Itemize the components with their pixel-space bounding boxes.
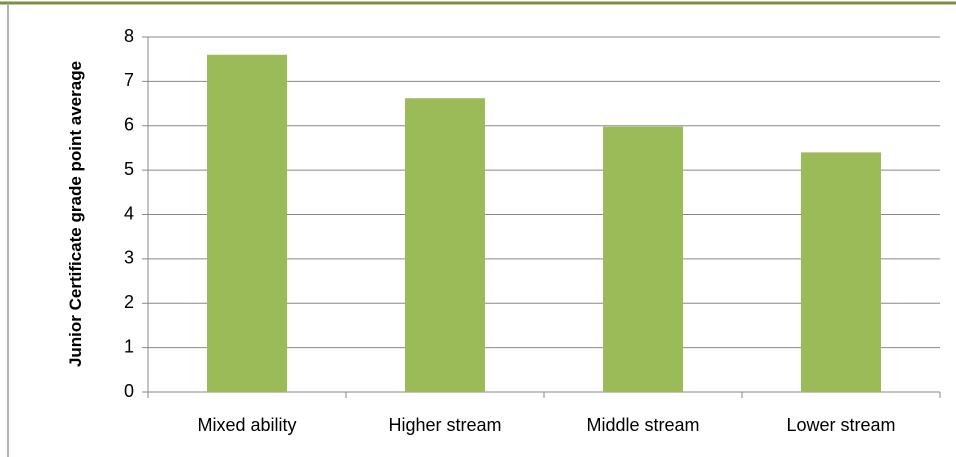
y-tick-label: 6 <box>124 115 134 135</box>
bar <box>207 54 287 392</box>
y-tick-label: 4 <box>124 203 134 223</box>
y-tick-label: 3 <box>124 248 134 268</box>
bar <box>405 98 485 393</box>
x-tick-label: Mixed ability <box>197 415 296 435</box>
y-tick-label: 8 <box>124 26 134 46</box>
y-axis-label: Junior Certificate grade point average <box>66 60 85 368</box>
y-tick-label: 2 <box>124 292 134 312</box>
y-tick-label: 5 <box>124 159 134 179</box>
y-tick-label: 7 <box>124 70 134 90</box>
bar <box>603 126 683 392</box>
y-tick-label: 1 <box>124 336 134 356</box>
x-tick-label: Middle stream <box>586 415 699 435</box>
y-tick-label: 0 <box>124 381 134 401</box>
x-tick-label: Higher stream <box>388 415 501 435</box>
bar <box>801 152 881 392</box>
x-tick-label: Lower stream <box>786 415 895 435</box>
